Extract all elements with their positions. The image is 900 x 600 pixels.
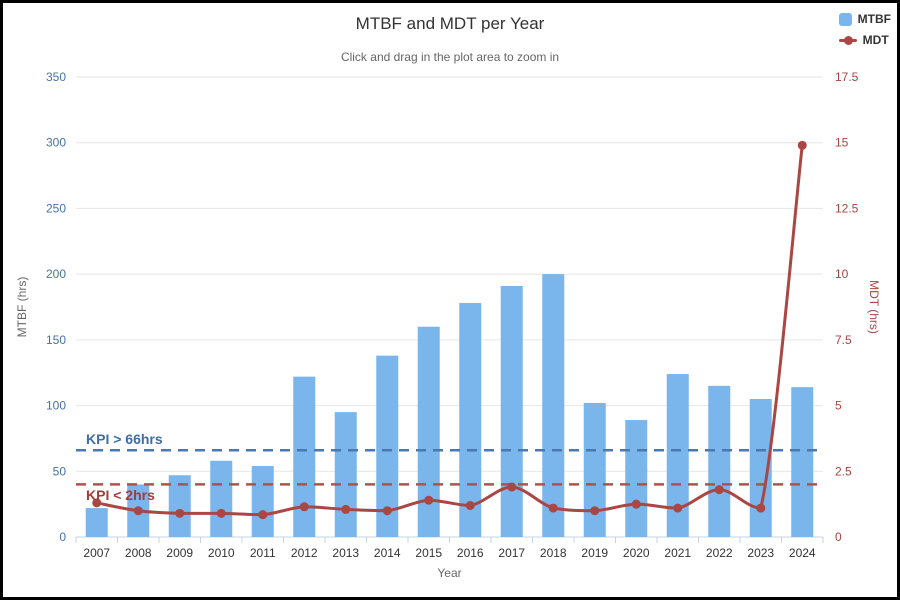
x-axis-label-2010: 2010 bbox=[208, 546, 235, 560]
point-2021[interactable] bbox=[673, 503, 683, 513]
mdt-series-swatch-icon bbox=[838, 34, 857, 46]
point-2018[interactable] bbox=[548, 503, 558, 513]
point-2007[interactable] bbox=[92, 498, 102, 508]
bar-2011[interactable] bbox=[251, 466, 274, 537]
y-axis-left-tick-label: 350 bbox=[46, 70, 66, 84]
y-axis-right-tick-label: 10 bbox=[835, 267, 849, 281]
point-2023[interactable] bbox=[756, 503, 766, 513]
x-axis-label-2015: 2015 bbox=[415, 546, 442, 560]
point-2019[interactable] bbox=[590, 506, 600, 516]
bar-2012[interactable] bbox=[293, 376, 316, 537]
x-axis-label-2012: 2012 bbox=[291, 546, 318, 560]
bar-2020[interactable] bbox=[625, 420, 648, 537]
mtbf-series-swatch-icon bbox=[838, 12, 852, 26]
legend-item-mdt[interactable]: MDT bbox=[838, 33, 889, 47]
bar-2014[interactable] bbox=[376, 355, 399, 537]
plot-svg: 0 50 100 150 200 250 300 350 0 2.5 5 7.5 10 12.5 15 17.… bbox=[46, 70, 859, 560]
point-2008[interactable] bbox=[133, 506, 143, 516]
bar-2023[interactable] bbox=[749, 399, 772, 537]
bar-2013[interactable] bbox=[334, 412, 357, 537]
legend-label-mdt: MDT bbox=[862, 33, 889, 47]
y-axis-left-tick-label: 50 bbox=[53, 464, 67, 478]
y-axis-left-tick-label: 0 bbox=[59, 530, 66, 544]
point-2022[interactable] bbox=[714, 485, 724, 495]
bar-2007[interactable] bbox=[85, 508, 108, 537]
legend-item-mtbf[interactable]: MTBF bbox=[838, 12, 891, 26]
bar-2022[interactable] bbox=[708, 385, 731, 537]
x-axis-label-2014: 2014 bbox=[374, 546, 401, 560]
bar-2018[interactable] bbox=[542, 274, 565, 537]
bar-2009[interactable] bbox=[168, 475, 191, 537]
point-2009[interactable] bbox=[175, 508, 185, 518]
y-axis-left-tick-label: 300 bbox=[46, 136, 66, 150]
y-axis-right-tick-label: 2.5 bbox=[835, 464, 852, 478]
y-axis-right-tick-label: 12.5 bbox=[835, 201, 859, 215]
chart: 0 50 100 150 200 250 300 350 0 2.5 5 7.5 10 12.5 15 17.… bbox=[3, 3, 897, 597]
point-2020[interactable] bbox=[631, 499, 641, 509]
legend-label-mtbf: MTBF bbox=[857, 12, 891, 26]
point-2015[interactable] bbox=[424, 495, 434, 505]
point-2010[interactable] bbox=[216, 508, 226, 518]
legend: MTBF MDT bbox=[838, 12, 891, 47]
x-axis-label-2023: 2023 bbox=[747, 546, 774, 560]
bar-2016[interactable] bbox=[459, 303, 482, 537]
point-2012[interactable] bbox=[299, 502, 309, 512]
bar-2015[interactable] bbox=[417, 326, 440, 537]
x-axis-label-2018: 2018 bbox=[540, 546, 567, 560]
y-axis-right-tick-label: 7.5 bbox=[835, 333, 852, 347]
x-axis-label-2017: 2017 bbox=[498, 546, 525, 560]
x-axis-label-2022: 2022 bbox=[706, 546, 733, 560]
bar-2024[interactable] bbox=[791, 387, 814, 537]
x-axis-label-2024: 2024 bbox=[789, 546, 816, 560]
bar-2017[interactable] bbox=[500, 285, 523, 537]
y-axis-right-tick-label: 15 bbox=[835, 136, 849, 150]
y-axis-left-tick-label: 150 bbox=[46, 333, 66, 347]
x-axis-label-2008: 2008 bbox=[125, 546, 152, 560]
point-2017[interactable] bbox=[507, 482, 517, 492]
y-axis-left-tick-label: 100 bbox=[46, 399, 66, 413]
x-axis-label-2019: 2019 bbox=[581, 546, 608, 560]
y-axis-right-tick-label: 0 bbox=[835, 530, 842, 544]
bar-2019[interactable] bbox=[583, 402, 606, 537]
x-axis-label-2007: 2007 bbox=[83, 546, 110, 560]
point-2013[interactable] bbox=[341, 504, 351, 514]
bar-2021[interactable] bbox=[666, 374, 689, 537]
x-axis-label-2020: 2020 bbox=[623, 546, 650, 560]
y-axis-right-tick-label: 5 bbox=[835, 399, 842, 413]
y-axis-left-tick-label: 250 bbox=[46, 201, 66, 215]
y-axis-left-tick-label: 200 bbox=[46, 267, 66, 281]
x-axis-label-2011: 2011 bbox=[250, 546, 276, 560]
x-axis-label-2021: 2021 bbox=[664, 546, 691, 560]
bar-2010[interactable] bbox=[210, 460, 233, 537]
x-axis-label-2009: 2009 bbox=[166, 546, 193, 560]
point-2016[interactable] bbox=[465, 500, 475, 510]
x-axis-label-2016: 2016 bbox=[457, 546, 484, 560]
point-2014[interactable] bbox=[382, 506, 392, 516]
point-2011[interactable] bbox=[258, 510, 268, 520]
y-axis-right-tick-label: 17.5 bbox=[835, 70, 859, 84]
x-axis-label-2013: 2013 bbox=[332, 546, 359, 560]
point-2024[interactable] bbox=[797, 140, 807, 150]
